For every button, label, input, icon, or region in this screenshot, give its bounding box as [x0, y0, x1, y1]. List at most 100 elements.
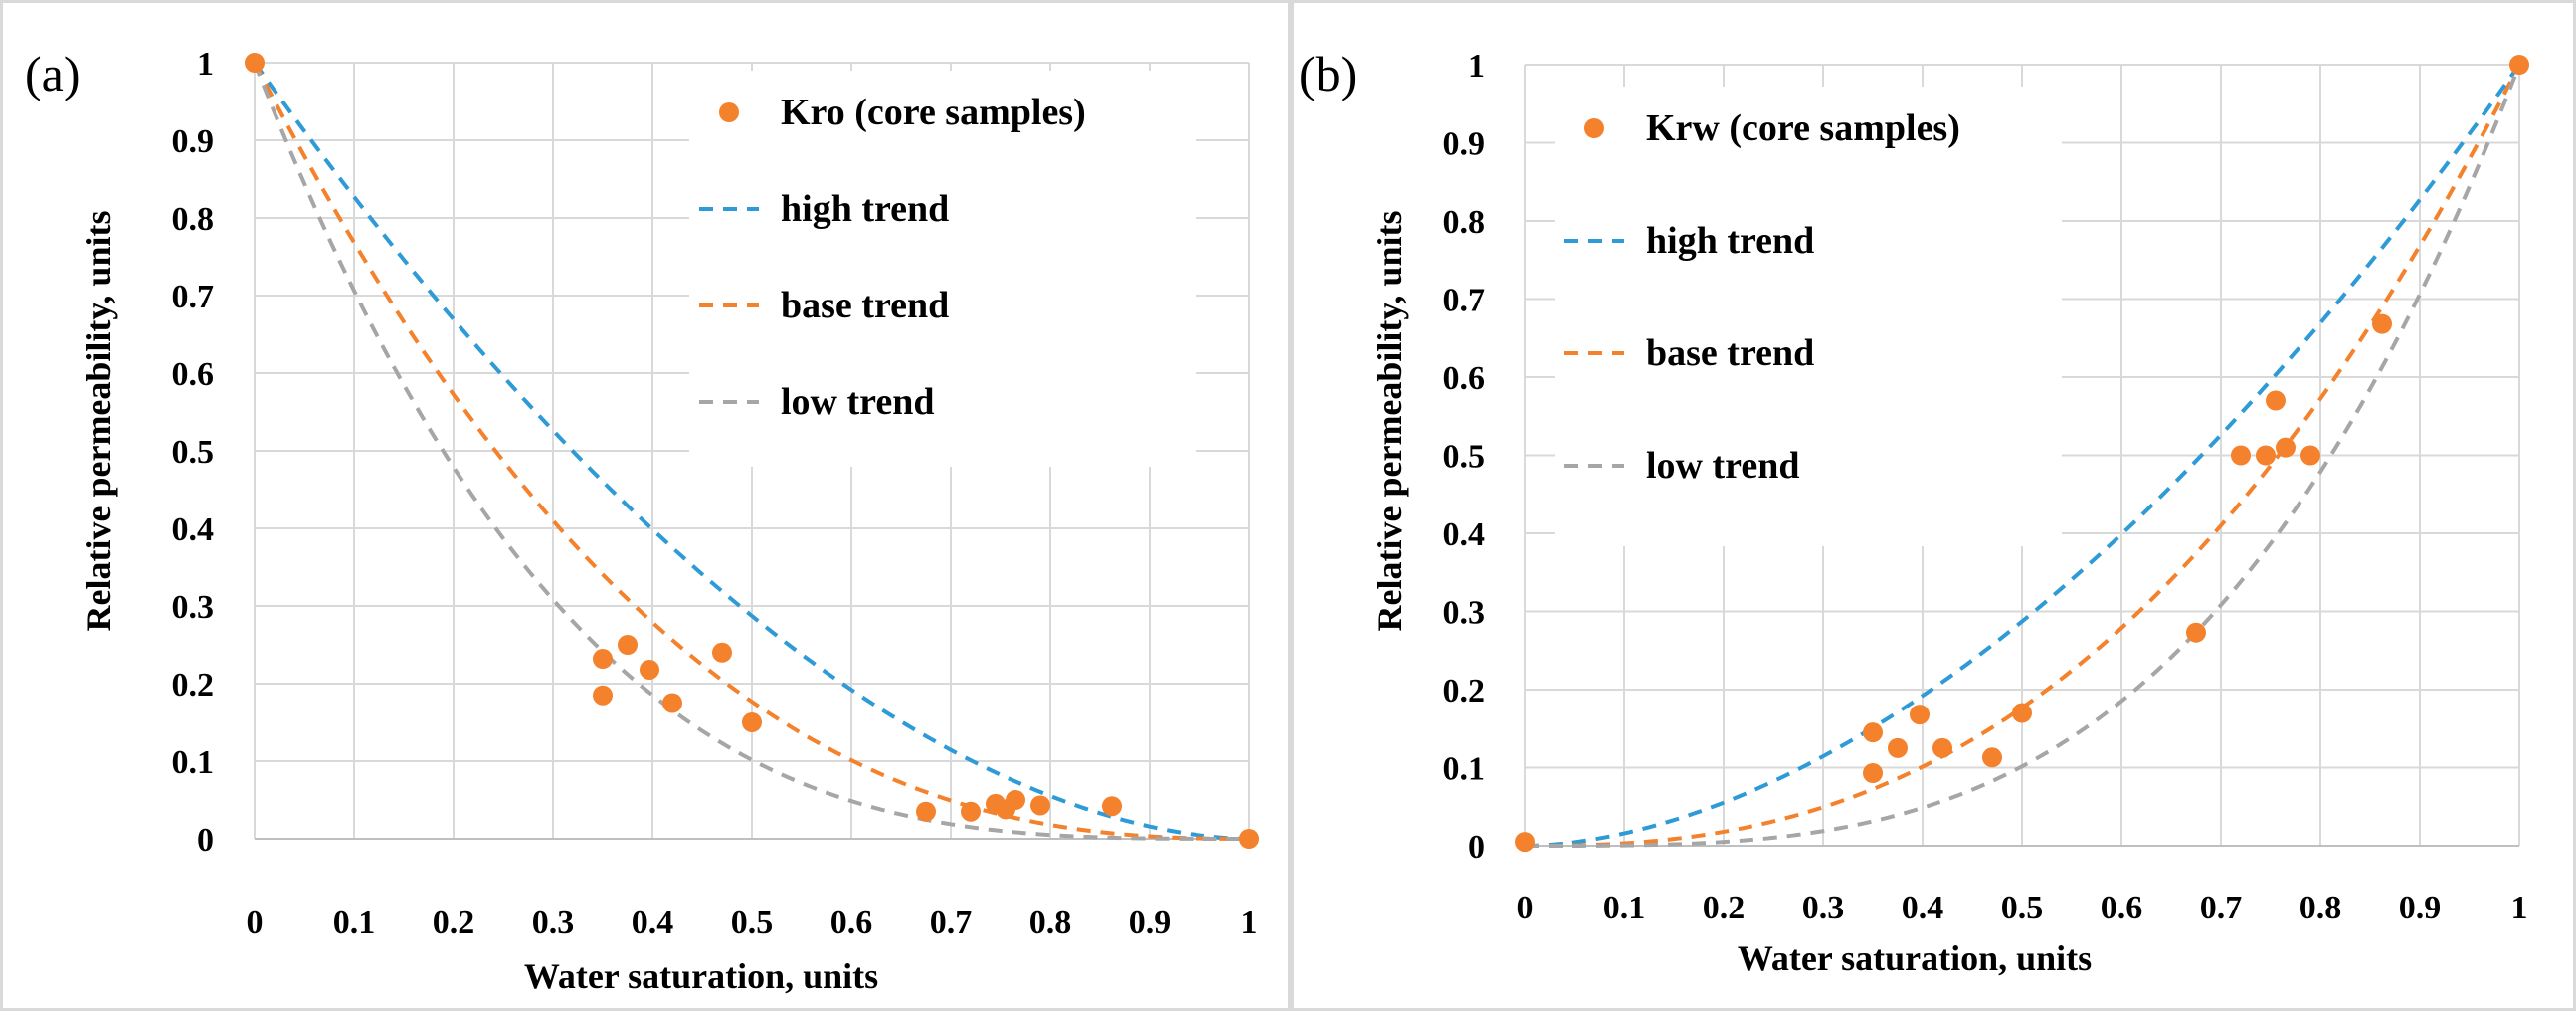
legend-label: base trend — [781, 285, 949, 326]
data-point — [2012, 703, 2032, 723]
x-tick-label: 0.3 — [1802, 890, 1845, 926]
x-tick-label: 0 — [1517, 890, 1534, 926]
x-tick-label: 0.4 — [632, 905, 674, 941]
x-tick-label: 0.3 — [532, 905, 575, 941]
data-point — [1863, 762, 1883, 783]
data-point — [712, 642, 732, 663]
legend-marker — [1584, 118, 1604, 138]
y-tick-label: 0.2 — [172, 667, 215, 704]
legend-label: low trend — [1646, 445, 1799, 487]
data-point — [1006, 790, 1025, 810]
y-tick-label: 0.9 — [172, 123, 215, 160]
chart-b-svg: 0 0.1 0.2 0.3 0.4 0.5 0.6 0.7 0.8 0.9 1 0 0.1 0.2 0.3 0… — [1299, 46, 2529, 978]
data-point — [2231, 445, 2251, 466]
x-tick-label: 0.9 — [2399, 890, 2442, 926]
chart-a-svg: 0 0.1 0.2 0.3 0.4 0.5 0.6 0.7 0.8 0.9 1 0 0.1 0.2 0.3 0… — [25, 46, 1259, 996]
x-tick-label: 0.5 — [2001, 890, 2044, 926]
data-point — [961, 801, 981, 822]
legend-label: base trend — [1646, 332, 1814, 374]
data-point — [662, 693, 682, 713]
legend-background — [1555, 87, 2062, 546]
y-tick-label: 0.1 — [1443, 751, 1486, 788]
legend-label: Kro (core samples) — [781, 92, 1086, 133]
data-point — [1863, 722, 1883, 743]
y-axis-title-b: Relative permeability, units — [1370, 211, 1409, 632]
legend-background — [689, 71, 1196, 467]
y-tick-label: 0.4 — [172, 511, 215, 548]
x-tick-label: 0.1 — [1603, 890, 1646, 926]
data-point — [245, 53, 265, 73]
x-tick-label: 0.9 — [1129, 905, 1172, 941]
y-tick-label: 0.9 — [1443, 126, 1486, 163]
y-tick-label: 0.3 — [1443, 595, 1486, 632]
data-point — [593, 685, 613, 706]
chart-panel-a: 0 0.1 0.2 0.3 0.4 0.5 0.6 0.7 0.8 0.9 1 0 0.1 0.2 0.3 0… — [0, 0, 1291, 1011]
legend-label: high trend — [781, 188, 949, 230]
data-point — [618, 635, 638, 655]
y-tick-label: 0.8 — [1443, 204, 1486, 241]
x-tick-label: 0.7 — [2200, 890, 2243, 926]
y-tick-label: 0.8 — [172, 201, 215, 238]
data-point — [742, 712, 762, 732]
x-tick-label: 0.2 — [1703, 890, 1746, 926]
x-tick-label: 0.6 — [2101, 890, 2143, 926]
x-axis-title-b: Water saturation, units — [1738, 938, 2092, 978]
series-line-high-trend — [253, 61, 1250, 841]
legend-label: low trend — [781, 381, 934, 423]
x-axis-title-a: Water saturation, units — [524, 956, 878, 996]
y-tick-label: 0 — [197, 822, 214, 859]
data-point — [1515, 832, 1535, 853]
x-tick-label: 0 — [247, 905, 264, 941]
y-tick-label: 0.1 — [172, 744, 215, 781]
x-tick-label: 0.2 — [433, 905, 475, 941]
legend-label: high trend — [1646, 220, 1814, 262]
data-point — [916, 801, 936, 822]
y-axis-title-a: Relative permeability, units — [79, 211, 118, 632]
data-point — [1982, 747, 2002, 768]
y-tick-label: 0.7 — [1443, 283, 1486, 319]
data-point — [1239, 829, 1259, 849]
x-tick-label: 0.5 — [731, 905, 774, 941]
data-point — [1910, 705, 1930, 725]
y-tick-label: 0 — [1468, 829, 1485, 866]
data-point — [1888, 737, 1908, 758]
series-line-base-trend — [253, 62, 1249, 841]
y-tick-label: 1 — [1468, 48, 1485, 85]
legend-label: Krw (core samples) — [1646, 107, 1960, 149]
data-point — [2509, 55, 2529, 75]
data-point — [2372, 313, 2392, 334]
data-point — [1102, 796, 1122, 817]
y-tick-label: 0.6 — [172, 356, 215, 393]
data-point — [593, 649, 613, 670]
series-line-low-trend — [1525, 64, 2521, 848]
x-tick-label: 0.7 — [930, 905, 973, 941]
data-point — [2186, 622, 2206, 643]
legend-marker — [719, 102, 739, 122]
y-tick-label: 0.3 — [172, 589, 215, 626]
x-tick-label: 0.4 — [1902, 890, 1944, 926]
y-tick-label: 0.6 — [1443, 360, 1486, 397]
x-tick-label: 0.6 — [830, 905, 873, 941]
y-tick-label: 1 — [197, 46, 214, 83]
y-tick-label: 0.4 — [1443, 516, 1486, 553]
y-tick-label: 0.7 — [172, 279, 215, 315]
y-tick-label: 0.2 — [1443, 673, 1486, 709]
x-tick-label: 0.8 — [2300, 890, 2342, 926]
series-line-low-trend — [253, 62, 1249, 841]
panel-label-a: (a) — [25, 46, 81, 101]
x-tick-label: 1 — [2511, 890, 2528, 926]
data-point — [2256, 445, 2276, 466]
data-point — [2276, 437, 2296, 458]
y-tick-label: 0.5 — [172, 434, 215, 471]
panel-label-b: (b) — [1299, 46, 1357, 101]
x-tick-label: 0.8 — [1029, 905, 1072, 941]
data-point — [640, 659, 659, 680]
data-point — [2300, 445, 2320, 466]
x-tick-label: 0.1 — [333, 905, 376, 941]
chart-panel-b: 0 0.1 0.2 0.3 0.4 0.5 0.6 0.7 0.8 0.9 1 0 0.1 0.2 0.3 0… — [1291, 0, 2576, 1011]
series-line-high-trend — [1524, 63, 2521, 848]
x-tick-label: 1 — [1241, 905, 1258, 941]
data-point — [2266, 390, 2286, 411]
data-point — [1932, 737, 1952, 758]
data-point — [1030, 795, 1050, 816]
